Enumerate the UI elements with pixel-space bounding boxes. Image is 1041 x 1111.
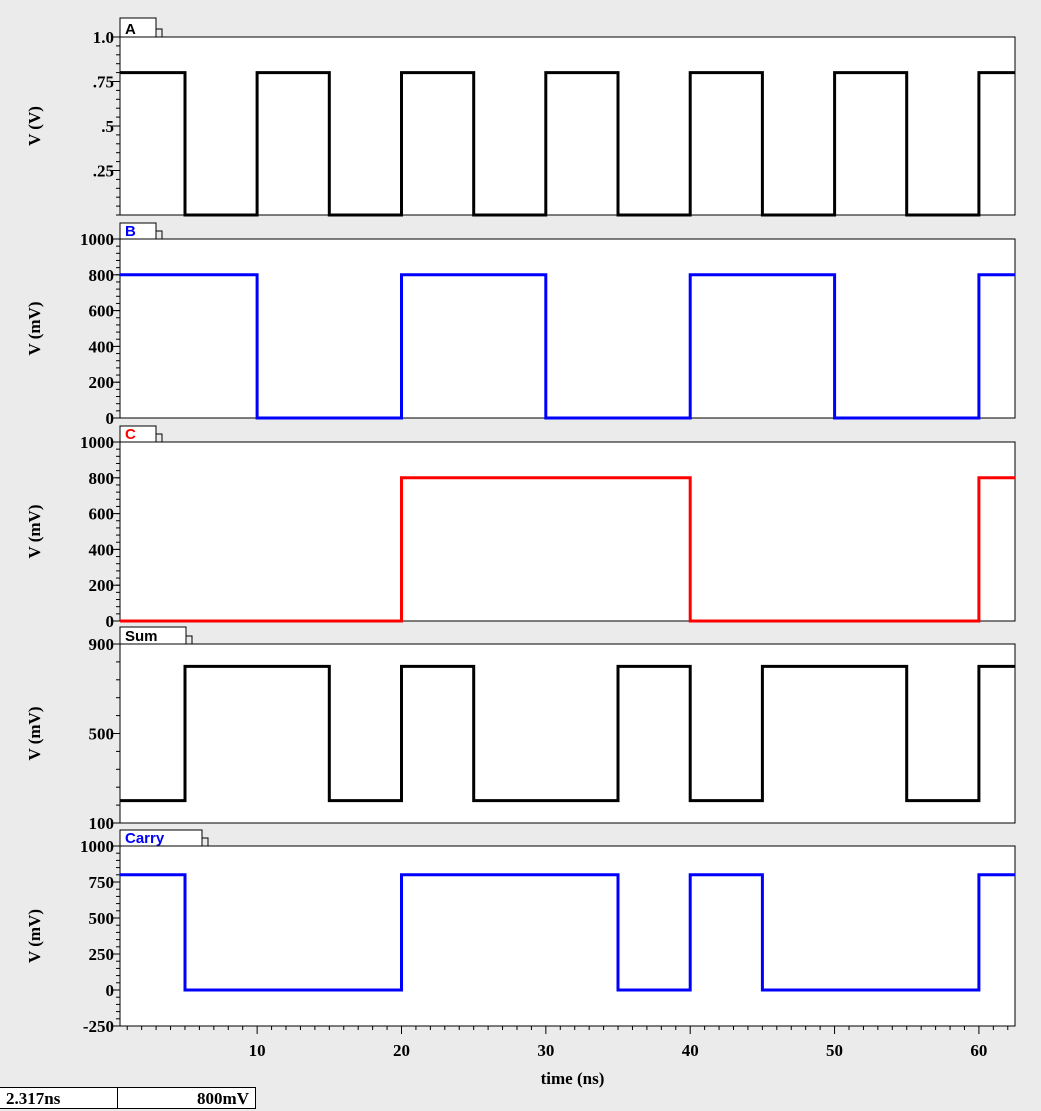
panel-tab-step: [156, 433, 163, 442]
y-tick-label: 0: [106, 981, 115, 1000]
x-axis-label: time (ns): [541, 1069, 605, 1088]
x-tick-label: 10: [249, 1041, 266, 1060]
panel-tab-bg: [120, 830, 202, 847]
y-axis-label: V (mV): [25, 302, 44, 356]
waveform-line: [120, 71, 1015, 217]
y-axis-label: V (V): [25, 106, 44, 146]
y-tick-label: 0: [106, 409, 115, 428]
y-tick-label: 1.0: [93, 28, 114, 47]
y-tick-label: .5: [101, 117, 114, 136]
panel-tab-label: Sum: [125, 628, 158, 645]
panel-tab-bg: [120, 426, 156, 443]
y-tick-label: 400: [89, 337, 115, 356]
y-tick-label: 600: [89, 302, 115, 321]
y-tick-label: 1000: [80, 230, 114, 249]
waveform-line: [120, 476, 1015, 623]
plot-area: [119, 238, 1016, 419]
y-tick-label: 600: [89, 505, 115, 524]
y-tick-label: 500: [89, 909, 115, 928]
y-axis-label: V (mV): [25, 909, 44, 963]
panel-tab-label: C: [125, 426, 136, 443]
panel-tab-step: [202, 837, 209, 846]
panel-tab-bg: [120, 627, 186, 645]
plot-area: [119, 441, 1016, 622]
y-tick-label: 1000: [80, 433, 114, 452]
y-tick-label: 800: [89, 266, 115, 285]
waveform-line: [120, 273, 1015, 420]
chart-panel-b: B 0 200 400 600 800 1000 V (mV): [25, 222, 1016, 428]
y-tick-label: 200: [89, 576, 115, 595]
y-tick-label: .75: [93, 73, 114, 92]
x-tick-label: 30: [537, 1041, 554, 1060]
chart-panel-carry: Carry -250 0 250 500 750 1000 V (mV) 10 20 30 40 50 6…: [25, 829, 1016, 1088]
y-tick-label: 200: [89, 373, 115, 392]
panel-tab-step: [156, 28, 163, 37]
cursor-time-readout[interactable]: 2.317ns: [0, 1087, 118, 1109]
y-axis-label: V (mV): [25, 505, 44, 559]
y-tick-label: 750: [89, 873, 115, 892]
y-tick-label: 1000: [80, 837, 114, 856]
panel-tab-bg: [120, 223, 156, 240]
y-tick-label: 250: [89, 945, 115, 964]
plot-area: [119, 845, 1016, 1027]
y-tick-label: 100: [89, 814, 115, 833]
panel-tab-step: [156, 230, 163, 239]
waveform-line: [120, 873, 1015, 992]
panel-tab-label: A: [125, 21, 136, 38]
plot-area: [119, 36, 1016, 216]
cursor-readout: 2.317ns 800mV: [0, 1087, 256, 1111]
chart-panel-sum: Sum 100 500 900 V (mV): [25, 626, 1016, 833]
panel-tab-label: B: [125, 223, 136, 240]
cursor-voltage-readout[interactable]: 800mV: [118, 1087, 256, 1109]
panel-tab-border: [119, 17, 157, 37]
chart-panel-a: A .25 .5 .75 1.0 V (V): [25, 17, 1016, 217]
y-tick-label: 400: [89, 540, 115, 559]
panel-tab-step: [186, 635, 193, 644]
y-tick-label: .25: [93, 162, 114, 181]
x-tick-label: 20: [393, 1041, 410, 1060]
panel-tab-bg: [120, 18, 156, 38]
y-axis-label: V (mV): [25, 707, 44, 761]
y-tick-label: 0: [106, 612, 115, 631]
y-tick-label: -250: [83, 1017, 114, 1036]
chart-panel-c: C 0 200 400 600 800 1000 V (mV): [25, 425, 1016, 631]
panel-tab-label: Carry: [125, 830, 165, 847]
x-tick-label: 60: [970, 1041, 987, 1060]
waveform-line: [120, 664, 1015, 803]
x-tick-label: 40: [682, 1041, 699, 1060]
y-tick-label: 800: [89, 469, 115, 488]
y-tick-label: 900: [89, 635, 115, 654]
x-tick-label: 50: [826, 1041, 843, 1060]
y-tick-label: 500: [89, 725, 115, 744]
plot-area: [119, 643, 1016, 824]
